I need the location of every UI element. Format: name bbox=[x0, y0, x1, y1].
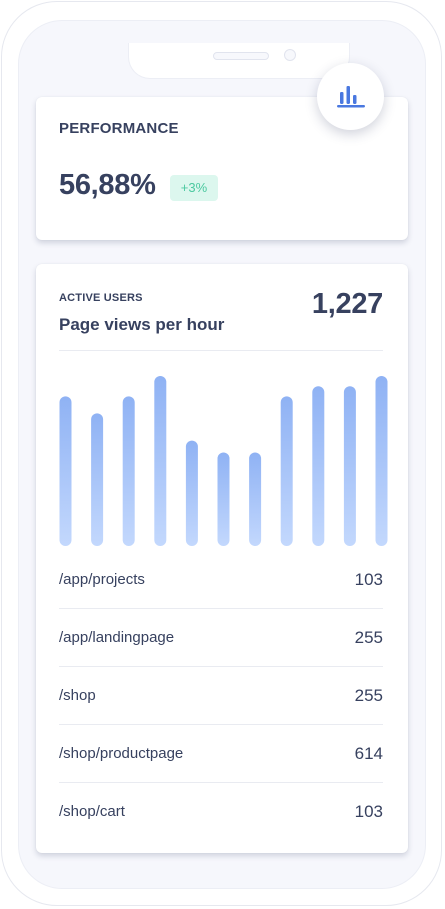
chart-bar bbox=[375, 376, 388, 546]
chart-bar bbox=[217, 452, 230, 546]
page-view-count: 255 bbox=[354, 628, 383, 647]
divider bbox=[59, 666, 383, 667]
performance-change-badge: +3% bbox=[170, 175, 218, 201]
bar-chart-icon bbox=[337, 86, 365, 108]
divider bbox=[59, 350, 383, 351]
divider bbox=[59, 782, 383, 783]
chart-bar bbox=[249, 452, 262, 546]
page-row[interactable]: /shop/cart 103 bbox=[59, 796, 383, 854]
page-row[interactable]: /shop 255 bbox=[59, 680, 383, 738]
page-path: /shop bbox=[59, 687, 96, 704]
page-path: /shop/productpage bbox=[59, 745, 184, 762]
chart-bar bbox=[154, 376, 167, 546]
page-row[interactable]: /shop/productpage 614 bbox=[59, 738, 383, 796]
page-path: /app/landingpage bbox=[59, 629, 175, 646]
performance-title: PERFORMANCE bbox=[59, 120, 179, 137]
page-row[interactable]: /app/landingpage 255 bbox=[59, 622, 383, 680]
page-view-count: 103 bbox=[354, 802, 383, 821]
chart-bar bbox=[343, 386, 356, 546]
chart-bar bbox=[122, 396, 135, 546]
page-path: /app/projects bbox=[59, 571, 145, 588]
phone-notch bbox=[128, 43, 350, 79]
divider bbox=[59, 724, 383, 725]
chart-bar bbox=[312, 386, 325, 546]
performance-value: 56,88% bbox=[59, 169, 156, 201]
front-camera bbox=[284, 49, 296, 61]
page-path: /shop/cart bbox=[59, 803, 125, 820]
chart-bar bbox=[91, 413, 104, 546]
active-users-card: ACTIVE USERS Page views per hour 1,227 /… bbox=[36, 264, 408, 853]
page-views-chart bbox=[59, 376, 388, 546]
page-views-subtitle: Page views per hour bbox=[59, 315, 225, 334]
active-users-count: 1,227 bbox=[311, 288, 383, 320]
active-users-label: ACTIVE USERS bbox=[59, 292, 143, 304]
speaker-grille bbox=[213, 52, 269, 60]
page-view-count: 255 bbox=[354, 686, 383, 705]
page-view-count: 614 bbox=[354, 744, 383, 763]
page-row[interactable]: /app/projects 103 bbox=[59, 564, 383, 622]
chart-bar bbox=[59, 396, 72, 546]
chart-bar bbox=[185, 440, 198, 546]
divider bbox=[59, 608, 383, 609]
chart-bar bbox=[280, 396, 293, 546]
page-view-count: 103 bbox=[354, 570, 383, 589]
chart-fab-button[interactable] bbox=[317, 63, 384, 130]
